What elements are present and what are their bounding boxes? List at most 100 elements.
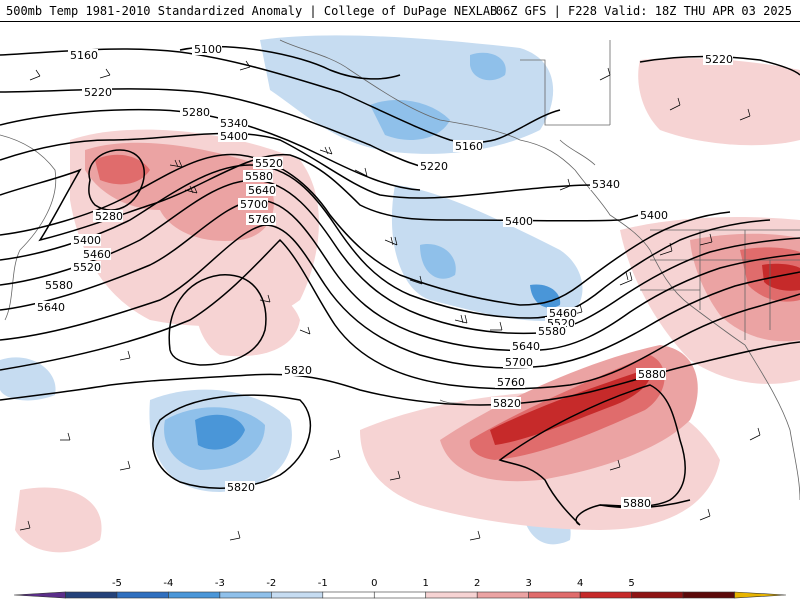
map-title: 500mb Temp 1981-2010 Standardized Anomal…	[6, 4, 498, 18]
anomaly-shading	[0, 35, 800, 553]
contour-label: 5640	[35, 301, 65, 314]
svg-text:5160: 5160	[70, 49, 98, 62]
svg-text:5400: 5400	[505, 215, 533, 228]
header-bar: 500mb Temp 1981-2010 Standardized Anomal…	[0, 0, 800, 22]
svg-text:5400: 5400	[640, 209, 668, 222]
contour-5820-south	[152, 394, 312, 489]
contour-label: 5160	[68, 49, 98, 62]
colorbar-swatch	[682, 591, 735, 599]
svg-text:5580: 5580	[245, 170, 273, 183]
svg-text:5760: 5760	[248, 213, 276, 226]
contour-label: 5340	[590, 178, 620, 191]
contour-5760	[0, 238, 800, 390]
coastlines	[0, 39, 800, 501]
cold-anomaly-gulf-core	[420, 244, 456, 279]
colorbar-tick-label: -4	[163, 578, 173, 589]
colorbar-tick-label: 5	[628, 578, 634, 589]
warm-anomaly-central	[195, 274, 300, 357]
cold-anomaly-subtropical-core	[195, 414, 245, 450]
warm-anomaly-west-pacific-core	[95, 154, 150, 185]
svg-text:5400: 5400	[73, 234, 101, 247]
contour-label: 5280	[93, 210, 123, 223]
contour-5160	[0, 48, 501, 144]
svg-text:5340: 5340	[220, 117, 248, 130]
contour-label: 5220	[418, 160, 448, 173]
svg-text:5880: 5880	[623, 497, 651, 510]
contour-5820	[0, 341, 800, 406]
colorbar-tick-label: 3	[525, 578, 531, 589]
colorbar-swatch	[476, 591, 529, 599]
svg-text:5760: 5760	[497, 376, 525, 389]
contour-label: 5640	[510, 340, 540, 353]
contour-label: 5640	[246, 184, 276, 197]
colorbar-tick-label: -5	[112, 578, 122, 589]
model-run-info: 06Z GFS | F228 Valid: 18Z THU APR 03 202…	[495, 4, 792, 18]
svg-text:5280: 5280	[182, 106, 210, 119]
contour-label: 5100	[192, 43, 222, 56]
svg-text:5100: 5100	[194, 43, 222, 56]
svg-text:5820: 5820	[493, 397, 521, 410]
contour-label: 5880	[621, 497, 651, 510]
contour-label: 5520	[253, 157, 283, 170]
contour-label: 5460	[81, 248, 111, 261]
contour-label: 5580	[243, 170, 273, 183]
cold-anomaly-core-north	[470, 52, 506, 81]
colorbar-swatches	[13, 591, 787, 599]
cold-anomaly-gulf-core-2	[530, 284, 561, 308]
contour-5460	[0, 153, 731, 306]
svg-text:5580: 5580	[45, 279, 73, 292]
colorbar-swatch	[219, 591, 272, 599]
contour-5820-cell	[168, 274, 267, 366]
weather-map: 5100 5160 5220 5280 5340 5400 5520 5580 …	[0, 35, 800, 553]
contour-5220	[0, 88, 441, 171]
contour-label: 5580	[536, 325, 566, 338]
warm-anomaly-northeast	[638, 58, 800, 146]
svg-text:5220: 5220	[705, 53, 733, 66]
svg-text:5460: 5460	[549, 307, 577, 320]
svg-text:5700: 5700	[505, 356, 533, 369]
anomaly-colorbar: -5 -4 -3 -2 -1 0 1 2 3 4 5	[13, 578, 787, 599]
colorbar-swatch	[631, 591, 684, 599]
colorbar-swatch	[579, 591, 632, 599]
wind-barbs	[19, 60, 761, 541]
svg-text:5400: 5400	[220, 130, 248, 143]
contour-label: 5820	[282, 364, 312, 377]
warm-anomaly-conus-peak	[762, 263, 800, 291]
svg-text:5700: 5700	[240, 198, 268, 211]
svg-text:5520: 5520	[73, 261, 101, 274]
height-contours	[0, 46, 800, 526]
colorbar-swatch	[373, 591, 427, 599]
contour-label: 5520	[71, 261, 101, 274]
contour-5580	[0, 179, 800, 335]
colorbar-tick-label: -1	[318, 578, 328, 589]
svg-text:5640: 5640	[37, 301, 65, 314]
colorbar-swatch	[322, 591, 375, 599]
svg-text:5340: 5340	[592, 178, 620, 191]
contour-label: 5340	[218, 117, 248, 130]
warm-anomaly-south	[15, 487, 102, 553]
contour-5640	[0, 199, 800, 352]
colorbar-tick-labels: -5 -4 -3 -2 -1 0 1 2 3 4 5	[112, 578, 635, 589]
colorbar-swatch	[13, 591, 66, 599]
contour-label: 5820	[491, 397, 521, 410]
contour-5520	[0, 164, 771, 319]
contour-label: 5880	[636, 368, 666, 381]
colorbar-swatch	[271, 591, 324, 599]
colorbar-tick-label: -2	[266, 578, 276, 589]
contour-label: 5400	[218, 130, 248, 143]
svg-text:5460: 5460	[83, 248, 111, 261]
contour-label: 5700	[503, 356, 533, 369]
svg-text:5220: 5220	[420, 160, 448, 173]
colorbar-tick-label: 0	[371, 578, 377, 589]
svg-text:5640: 5640	[248, 184, 276, 197]
colorbar-swatch	[168, 591, 221, 599]
contour-label: 5220	[82, 86, 112, 99]
svg-text:5280: 5280	[95, 210, 123, 223]
svg-text:5820: 5820	[227, 481, 255, 494]
contour-label: 5460	[547, 307, 577, 320]
contour-label: 5400	[71, 234, 101, 247]
colorbar-swatch	[734, 591, 787, 599]
contour-label: 5820	[225, 481, 255, 494]
contour-label: 5580	[43, 279, 73, 292]
contour-5160b	[499, 109, 561, 139]
